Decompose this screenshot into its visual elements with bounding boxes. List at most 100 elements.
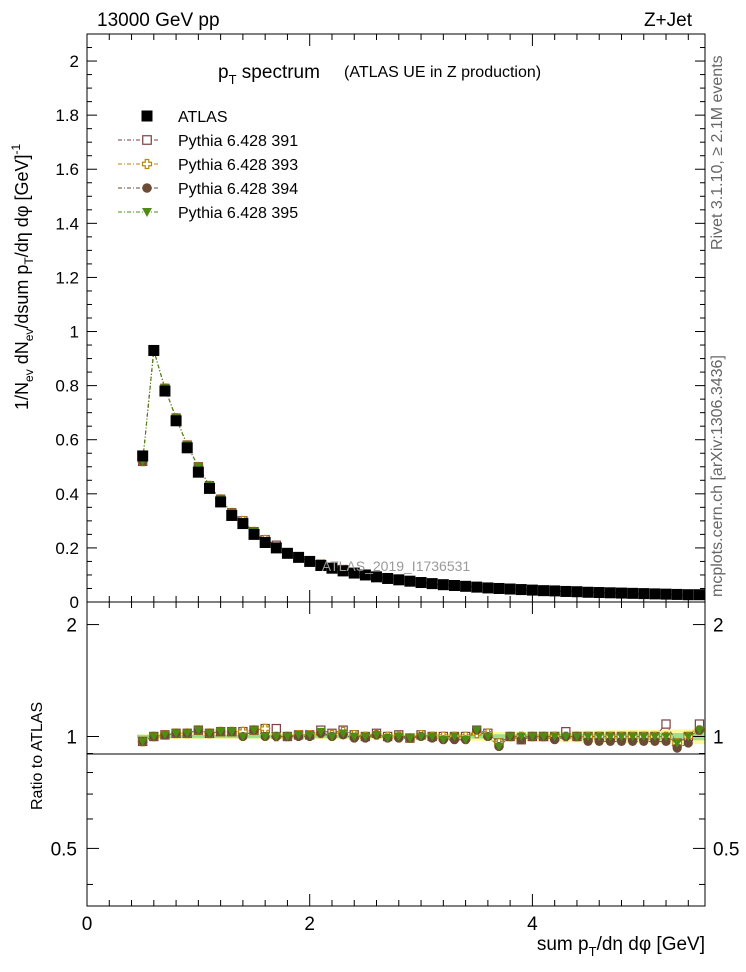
ratio-395-point	[549, 732, 560, 742]
legend-entry: Pythia 6.428 393	[118, 157, 298, 174]
ratio-394-point	[683, 738, 693, 748]
ratio-395-point	[360, 732, 371, 742]
ratio-y-tick-label-right: 0.5	[713, 839, 739, 860]
ratio-391-point	[661, 719, 671, 729]
ylabel-d: /dη dφ [GeV]	[12, 154, 32, 257]
atlas-point	[226, 509, 238, 521]
ratio-395-point	[182, 729, 193, 739]
atlas-point	[493, 582, 505, 594]
ratio-y-tick-label-right: 2	[713, 616, 724, 637]
atlas-point	[348, 567, 360, 579]
ratio-395-point	[449, 732, 460, 742]
ratio-395-point	[605, 732, 616, 742]
atlas-point	[293, 551, 305, 563]
x-ticks: 0 2 4	[82, 602, 689, 935]
header-left: 13000 GeV pp	[97, 10, 220, 31]
ratio-395-point	[672, 739, 682, 748]
atlas-point	[181, 442, 193, 454]
ratio-395-point	[694, 726, 705, 735]
xlabel-a-sub: T	[589, 944, 597, 959]
legend-marker	[142, 135, 152, 145]
title-sub: T	[229, 72, 237, 87]
atlas-point	[393, 574, 405, 586]
main-y-tick-label: 1.2	[55, 268, 79, 287]
main-y-tick-label: 1.4	[55, 214, 79, 233]
ylabel-c: /dsum p	[12, 265, 32, 329]
ratio-395-point	[371, 731, 382, 740]
plot-title-note: (ATLAS UE in Z production)	[344, 64, 541, 81]
ratio-395-point	[338, 729, 348, 739]
main-y-ticks: 0 0.2 0.4 0.6 0.8 1 1.2 1.4 1.6 1.8 2	[55, 33, 705, 612]
ratio-395-point	[561, 732, 571, 742]
ratio-395-point	[193, 726, 204, 735]
atlas-point	[304, 555, 316, 567]
main-y-tick-label: 0.6	[55, 431, 79, 450]
ratio-y-tick-label-right: 1	[713, 727, 724, 748]
x-axis-label: sum pT/dη dφ [GeV]	[537, 934, 705, 959]
atlas-point	[649, 588, 661, 600]
ratio-394-point	[594, 736, 604, 746]
ratio-series-markers	[137, 719, 705, 753]
ratio-395-point	[661, 732, 671, 742]
ratio-395-point	[249, 726, 259, 735]
legend-entry: Pythia 6.428 391	[118, 133, 298, 150]
atlas-point	[671, 588, 683, 600]
atlas-point	[148, 344, 160, 356]
ratio-395-point	[460, 735, 471, 745]
main-panel: 0 0.2 0.4 0.6 0.8 1 1.2 1.4 1.6 1.8 2 ATLAS_2019_I…	[9, 33, 706, 612]
atlas-point	[504, 583, 516, 595]
atlas-point	[538, 585, 550, 597]
title-rest: spectrum	[237, 62, 320, 83]
atlas-point	[482, 582, 494, 594]
ratio-395-point	[382, 734, 393, 743]
ratio-394-point	[639, 736, 649, 746]
atlas-point	[315, 559, 327, 571]
ratio-394-point	[616, 736, 627, 746]
ratio-395-point	[416, 732, 426, 742]
atlas-point	[693, 589, 705, 601]
atlas-point	[359, 569, 371, 581]
atlas-point	[615, 587, 627, 599]
legend: ATLAS Pythia 6.428 391 Pythia 6.428 393 Pyt…	[118, 109, 298, 222]
x-tick-label: 2	[304, 914, 315, 935]
plot-title: pT spectrum	[218, 62, 320, 87]
mcplots-label: mcplots.cern.ch [arXiv:1306.3436]	[709, 355, 726, 597]
ratio-panel: 0.5 0.5 1 1 2 2 0 2 4 Ratio to ATLAS sum pT/dη …	[29, 601, 739, 959]
atlas-point	[426, 578, 438, 590]
atlas-point	[471, 581, 483, 593]
ratio-395-point	[650, 732, 660, 742]
atlas-point	[515, 584, 527, 596]
atlas-point	[270, 542, 282, 554]
main-y-tick-label: 1	[70, 323, 79, 342]
ratio-395-point	[527, 732, 538, 742]
atlas-point	[415, 577, 427, 589]
atlas-point	[337, 565, 349, 577]
atlas-point	[281, 547, 293, 559]
ylabel-c-sub: T	[22, 257, 36, 265]
main-y-tick-label: 0.8	[55, 377, 79, 396]
ratio-395-point	[293, 731, 304, 740]
atlas-point	[203, 482, 215, 494]
ratio-394-point	[583, 736, 593, 746]
ratio-395-point	[327, 732, 337, 742]
atlas-point	[137, 450, 149, 462]
ratio-395-point	[260, 732, 270, 742]
main-y-tick-label: 1.6	[55, 160, 79, 179]
legend-entry: Pythia 6.428 394	[118, 181, 298, 198]
atlas-point	[248, 528, 260, 540]
ratio-395-point	[393, 732, 404, 742]
ylabel-d-sup: -1	[9, 143, 23, 154]
ratio-395-point	[204, 729, 215, 739]
atlas-point	[571, 586, 583, 598]
ratio-395-point	[572, 732, 582, 742]
atlas-point	[526, 584, 538, 596]
ratio-y-tick-label: 2	[66, 616, 77, 637]
main-y-tick-label: 2	[70, 52, 79, 71]
ratio-395-point	[160, 731, 170, 740]
ratio-y-tick-label: 0.5	[51, 839, 77, 860]
title-main: p	[218, 62, 229, 83]
ratio-ylabel: Ratio to ATLAS	[29, 702, 46, 810]
ratio-395-point	[405, 734, 415, 743]
ratio-395-point	[427, 732, 437, 742]
